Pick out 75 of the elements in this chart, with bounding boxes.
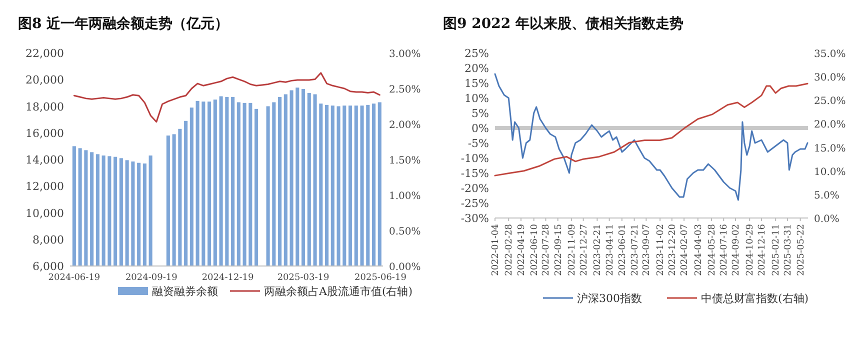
x-tick-label: 2023-09-07 bbox=[642, 224, 652, 276]
x-tick-label: 2023-04-11 bbox=[605, 224, 616, 276]
y-tick-label: 20,000 bbox=[26, 74, 64, 87]
y-tick-label: 25% bbox=[464, 47, 489, 60]
x-tick-label: 2024-12-19 bbox=[202, 273, 254, 283]
x-tick-label: 2022-06-10 bbox=[530, 224, 540, 276]
x-tick-label: 2024-05-28 bbox=[708, 224, 718, 276]
x-tick-label: 2022-11-09 bbox=[567, 224, 578, 276]
y-tick-label: 22,000 bbox=[26, 47, 64, 60]
line-series bbox=[494, 82, 808, 176]
legend-label: 两融余额占A股流通市值(右轴) bbox=[264, 285, 413, 298]
x-tick-label: 2024-09-02 bbox=[732, 224, 742, 276]
y-tick-label: -10% bbox=[460, 152, 489, 165]
y-tick-label: 6,000 bbox=[32, 260, 64, 273]
x-tick-label: 2024-07-16 bbox=[720, 224, 730, 276]
y2-tick-label: 35.0% bbox=[814, 49, 846, 60]
y-tick-label: -15% bbox=[460, 167, 489, 180]
x-tick-label: 2025-06-19 bbox=[354, 273, 407, 283]
chart-title: 图9 2022 年以来股、债相关指数走势 bbox=[443, 15, 684, 32]
y2-tick-label: 10.0% bbox=[814, 166, 846, 178]
y-tick-label: 0% bbox=[472, 122, 489, 135]
x-tick-label: 2024-04-03 bbox=[694, 224, 704, 276]
legend-label: 融资融券余额 bbox=[152, 285, 218, 298]
y2-tick-label: 0.00% bbox=[389, 262, 421, 273]
x-tick-label: 2023-11-02 bbox=[656, 224, 666, 276]
y2-tick-label: 2.50% bbox=[389, 84, 421, 96]
y2-tick-label: 1.00% bbox=[389, 191, 421, 202]
line-series bbox=[73, 72, 380, 123]
x-tick-label: 2024-09-19 bbox=[125, 273, 178, 283]
y2-tick-label: 30.0% bbox=[814, 72, 846, 84]
y2-tick-label: 20.0% bbox=[814, 120, 846, 131]
y-tick-label: 10,000 bbox=[26, 206, 64, 220]
x-tick-label: 2025-03-19 bbox=[277, 273, 330, 283]
x-tick-label: 2022-04-19 bbox=[516, 224, 527, 276]
x-tick-label: 2025-02-11 bbox=[772, 224, 782, 276]
x-tick-label: 2023-06-01 bbox=[618, 224, 628, 276]
x-tick-label: 2022-09-15 bbox=[554, 224, 564, 276]
x-tick-label: 2024-12-16 bbox=[757, 224, 768, 276]
y2-tick-label: 3.00% bbox=[389, 49, 421, 60]
x-tick-label: 2024-02-07 bbox=[680, 224, 690, 276]
y-tick-label: 15% bbox=[464, 77, 489, 90]
y-tick-label: 14,000 bbox=[26, 154, 64, 166]
legend-label: 沪深300指数 bbox=[577, 292, 642, 305]
y2-tick-label: 5.0% bbox=[814, 190, 840, 202]
x-tick-label: 2024-10-29 bbox=[746, 224, 756, 276]
y-tick-label: 5% bbox=[472, 107, 489, 120]
chart-title: 图8 近一年两融余额走势（亿元） bbox=[18, 15, 229, 32]
x-tick-label: 2025-05-22 bbox=[796, 224, 806, 276]
y-tick-label: 8,000 bbox=[32, 233, 64, 246]
y2-tick-label: 15.0% bbox=[814, 143, 846, 154]
y2-tick-label: 0.0% bbox=[814, 214, 840, 225]
x-tick-label: 2023-07-21 bbox=[630, 224, 640, 276]
x-tick-label: 2022-02-28 bbox=[504, 224, 515, 276]
x-tick-label: 2024-06-19 bbox=[48, 273, 100, 283]
x-tick-label: 2023-02-21 bbox=[593, 224, 604, 276]
x-tick-label: 2022-07-28 bbox=[542, 224, 552, 276]
y-tick-label: 20% bbox=[464, 62, 489, 75]
y-tick-label: 10% bbox=[464, 92, 489, 105]
y2-tick-label: 1.50% bbox=[389, 156, 421, 166]
y-tick-label: -30% bbox=[460, 212, 489, 225]
y-tick-label: -5% bbox=[468, 137, 489, 150]
y-tick-label: -25% bbox=[460, 197, 489, 210]
y-tick-label: 16,000 bbox=[26, 126, 64, 140]
y-tick-label: 12,000 bbox=[26, 180, 64, 194]
legend-label: 中债总财富指数(右轴) bbox=[701, 292, 809, 305]
y-tick-label: 18,000 bbox=[26, 100, 64, 114]
y2-tick-label: 25.0% bbox=[814, 96, 846, 108]
x-tick-label: 2022-12-27 bbox=[579, 224, 590, 276]
y2-tick-label: 0.50% bbox=[389, 226, 421, 238]
x-tick-label: 2025-03-31 bbox=[783, 224, 794, 276]
x-tick-label: 2022-01-04 bbox=[491, 224, 501, 276]
y2-tick-label: 2.00% bbox=[389, 120, 421, 131]
y-tick-label: -20% bbox=[460, 182, 489, 195]
x-tick-label: 2023-12-20 bbox=[668, 224, 678, 276]
line-series bbox=[494, 73, 808, 201]
